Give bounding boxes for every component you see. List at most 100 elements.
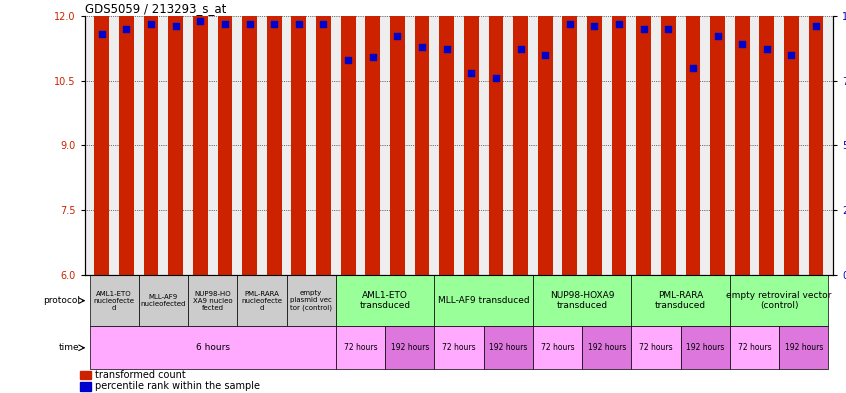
Point: [810, 23, 823, 29]
Point: [341, 57, 354, 63]
Bar: [631, 326, 681, 369]
Point: [563, 20, 577, 27]
Point: [514, 46, 527, 53]
Point: [735, 41, 749, 48]
Point: [662, 26, 675, 32]
Bar: [710, 0, 725, 275]
Bar: [587, 0, 602, 275]
Bar: [809, 0, 823, 275]
Point: [316, 20, 330, 27]
Point: [711, 33, 724, 40]
Text: empty retroviral vector
(control): empty retroviral vector (control): [727, 291, 832, 310]
Bar: [80, 382, 91, 391]
Bar: [90, 275, 139, 326]
Text: AML1-ETO
nucleofecte
d: AML1-ETO nucleofecte d: [94, 291, 135, 310]
Text: percentile rank within the sample: percentile rank within the sample: [95, 381, 260, 391]
Point: [95, 31, 108, 37]
Bar: [514, 0, 528, 275]
Text: MLL-AF9 transduced: MLL-AF9 transduced: [437, 296, 530, 305]
Text: 192 hours: 192 hours: [784, 343, 823, 352]
Text: protocol: protocol: [42, 296, 80, 305]
Bar: [685, 0, 700, 275]
Point: [366, 54, 380, 61]
Text: PML-RARA
transduced: PML-RARA transduced: [655, 291, 706, 310]
Bar: [80, 371, 91, 379]
Bar: [144, 0, 158, 275]
Point: [588, 23, 602, 29]
Point: [292, 20, 305, 27]
Bar: [612, 0, 626, 275]
Text: 192 hours: 192 hours: [587, 343, 626, 352]
Bar: [538, 0, 552, 275]
Bar: [168, 0, 183, 275]
Bar: [119, 0, 134, 275]
Bar: [563, 0, 577, 275]
Bar: [292, 0, 306, 275]
Bar: [533, 275, 631, 326]
Text: 72 hours: 72 hours: [640, 343, 673, 352]
Point: [145, 20, 158, 27]
Bar: [464, 0, 479, 275]
Bar: [533, 326, 582, 369]
Point: [613, 20, 626, 27]
Point: [169, 23, 183, 29]
Point: [440, 46, 453, 53]
Text: 72 hours: 72 hours: [738, 343, 772, 352]
Bar: [582, 326, 631, 369]
Bar: [434, 326, 484, 369]
Bar: [439, 0, 454, 275]
Point: [194, 18, 207, 24]
Bar: [636, 0, 651, 275]
Text: MLL-AF9
nucleofected: MLL-AF9 nucleofected: [140, 294, 186, 307]
Text: 72 hours: 72 hours: [343, 343, 377, 352]
Bar: [631, 275, 730, 326]
Bar: [341, 0, 355, 275]
Bar: [390, 0, 404, 275]
Point: [785, 51, 799, 58]
Text: time: time: [59, 343, 80, 352]
Bar: [336, 275, 434, 326]
Bar: [488, 0, 503, 275]
Bar: [681, 326, 730, 369]
Text: AML1-ETO
transduced: AML1-ETO transduced: [360, 291, 410, 310]
Bar: [415, 0, 430, 275]
Bar: [434, 275, 533, 326]
Bar: [242, 0, 257, 275]
Bar: [266, 0, 282, 275]
Bar: [484, 326, 533, 369]
Bar: [139, 275, 188, 326]
Text: 6 hours: 6 hours: [195, 343, 229, 352]
Text: 192 hours: 192 hours: [391, 343, 429, 352]
Point: [267, 20, 281, 27]
Point: [119, 26, 133, 32]
Text: GDS5059 / 213293_s_at: GDS5059 / 213293_s_at: [85, 2, 226, 15]
Bar: [735, 0, 750, 275]
Bar: [95, 0, 109, 275]
Bar: [385, 326, 434, 369]
Text: NUP98-HO
XA9 nucleo
fected: NUP98-HO XA9 nucleo fected: [193, 291, 233, 310]
Text: transformed count: transformed count: [95, 369, 185, 380]
Text: PML-RARA
nucleofecte
d: PML-RARA nucleofecte d: [241, 291, 283, 310]
Text: 192 hours: 192 hours: [686, 343, 724, 352]
Text: NUP98-HOXA9
transduced: NUP98-HOXA9 transduced: [550, 291, 614, 310]
Point: [415, 44, 429, 50]
Bar: [784, 0, 799, 275]
Bar: [316, 0, 331, 275]
Bar: [237, 275, 287, 326]
Bar: [217, 0, 233, 275]
Bar: [90, 326, 336, 369]
Text: 72 hours: 72 hours: [541, 343, 574, 352]
Point: [637, 26, 651, 32]
Point: [760, 46, 773, 53]
Point: [243, 20, 256, 27]
Bar: [760, 0, 774, 275]
Text: 72 hours: 72 hours: [442, 343, 475, 352]
Point: [391, 33, 404, 40]
Text: empty
plasmid vec
tor (control): empty plasmid vec tor (control): [290, 290, 332, 311]
Bar: [188, 275, 237, 326]
Point: [464, 70, 478, 76]
Bar: [193, 0, 208, 275]
Point: [538, 51, 552, 58]
Bar: [287, 275, 336, 326]
Bar: [730, 275, 828, 326]
